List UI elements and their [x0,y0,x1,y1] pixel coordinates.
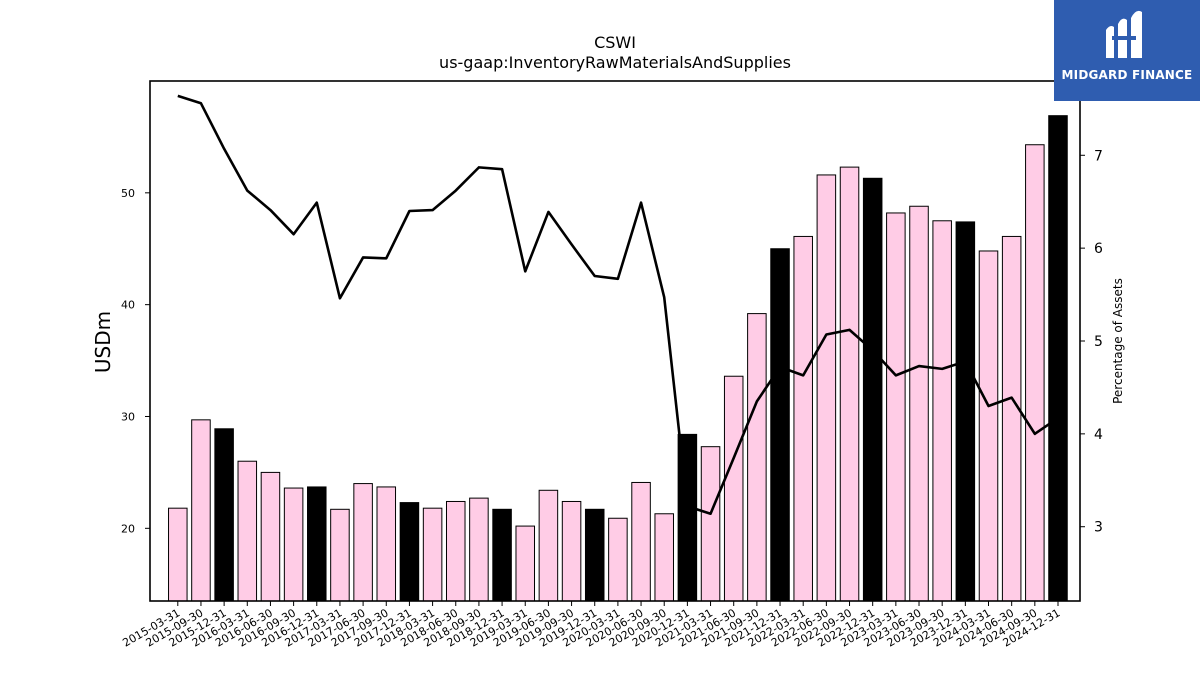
bars-layer [168,115,1068,602]
y2-axis-label: Percentage of Assets [1111,278,1125,404]
bar-2024-12-31 [1048,115,1068,602]
bar-2022-09-30 [839,166,860,602]
bar-2023-06-30 [909,205,929,602]
bar-2016-09-30 [283,487,304,602]
bar-2023-09-30 [932,220,952,602]
bar-2018-09-30 [469,497,489,602]
y2-tick-label: 6 [1094,241,1103,257]
bar-2017-09-30 [376,486,397,602]
bar-2016-06-30 [260,471,281,602]
bar-2023-03-31 [886,212,906,602]
bar-2016-12-31 [307,486,327,602]
bar-2015-03-31 [168,507,188,602]
y2-tick-label: 7 [1094,148,1103,164]
bar-2019-03-31 [515,525,536,602]
y-axis-label: USDm [91,311,115,373]
bar-2021-12-31 [770,248,790,602]
percentage-line [177,94,1059,516]
y-tick-label: 30 [121,410,135,423]
bar-2020-03-31 [608,517,628,602]
bar-2021-03-31 [700,446,721,602]
bar-2017-06-30 [353,483,373,602]
bar-2019-09-30 [561,500,582,602]
bar-2019-06-30 [538,489,559,602]
bar-2017-03-31 [330,508,350,602]
y-tick-label: 50 [121,187,135,200]
logo-text: MIDGARD FINANCE [1061,68,1193,82]
line-layer [177,94,1059,516]
y2-tick-label: 3 [1094,520,1103,536]
chart-subtitle: us-gaap:InventoryRawMaterialsAndSupplies [439,53,791,72]
logo-mark-icon [1106,10,1142,59]
bar-2016-03-31 [237,460,258,602]
bar-2024-06-30 [1001,235,1022,602]
bar-2021-06-30 [723,375,744,602]
bar-2015-12-31 [214,428,234,602]
bar-2019-12-31 [584,508,605,602]
bar-2018-03-31 [422,507,443,602]
y-tick-label: 40 [121,299,135,312]
bar-2015-09-30 [191,419,211,602]
bar-2018-06-30 [445,500,466,602]
y-tick-label: 20 [121,522,135,535]
bar-2022-03-31 [793,235,813,602]
bar-2023-12-31 [955,221,976,602]
bar-2024-09-30 [1025,144,1045,602]
y2-tick-label: 5 [1094,334,1103,350]
bar-2022-12-31 [862,177,883,602]
chart-title: CSWI [594,33,636,52]
bar-2017-12-31 [399,502,420,602]
bar-2020-06-30 [631,481,651,602]
y2-tick-label: 4 [1094,427,1103,443]
bar-2024-03-31 [978,250,999,602]
midgard-finance-logo: MIDGARD FINANCE [1054,0,1200,101]
bar-2022-06-30 [816,174,837,602]
bar-2021-09-30 [747,313,767,602]
bar-2018-12-31 [492,508,512,602]
bar-2020-09-30 [654,513,674,602]
